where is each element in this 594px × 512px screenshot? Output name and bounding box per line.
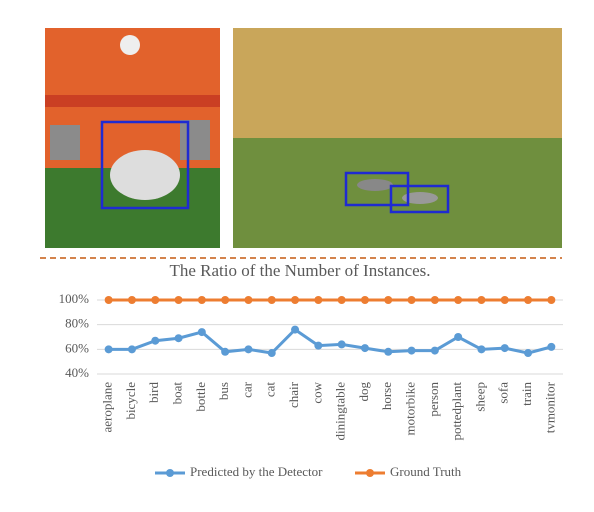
point: [174, 334, 183, 343]
x-tick-label: bird: [146, 382, 161, 403]
point: [384, 347, 393, 356]
point: [197, 296, 206, 304]
point: [477, 296, 486, 304]
x-tick-label: pottedplant: [449, 382, 464, 441]
photo-birds: [233, 28, 562, 248]
x-tick-label: diningtable: [333, 382, 348, 441]
x-tick-label: motorbike: [403, 382, 418, 436]
x-tick-label: chair: [286, 381, 301, 408]
point: [454, 296, 463, 304]
x-tick-label: aeroplane: [100, 382, 115, 433]
y-tick-label: 40%: [65, 365, 89, 380]
x-tick-label: horse: [379, 382, 394, 410]
photo-dog: [45, 28, 220, 248]
x-tick-label: train: [519, 382, 534, 406]
point: [524, 296, 533, 304]
x-tick-label: person: [426, 382, 441, 417]
x-tick-label: sofa: [496, 382, 511, 404]
point: [244, 296, 253, 304]
point: [500, 344, 509, 353]
point: [430, 296, 439, 304]
x-tick-label: bottle: [193, 382, 208, 412]
point: [500, 296, 509, 304]
x-tick-label: cat: [263, 382, 278, 398]
legend-marker: [366, 469, 374, 477]
point: [244, 345, 253, 354]
point: [221, 296, 230, 304]
point: [104, 296, 113, 304]
x-tick-label: dog: [356, 382, 371, 402]
y-tick-label: 100%: [59, 291, 90, 306]
legend-label: Predicted by the Detector: [190, 464, 323, 479]
legend-marker: [166, 469, 174, 477]
point: [547, 342, 556, 351]
point: [267, 296, 276, 304]
point: [547, 296, 556, 304]
point: [314, 296, 323, 304]
chart-title: The Ratio of the Number of Instances.: [169, 261, 430, 280]
point: [267, 349, 276, 358]
x-tick-label: sheep: [472, 382, 487, 412]
point: [104, 345, 113, 354]
point: [221, 347, 230, 356]
point: [430, 346, 439, 355]
x-tick-label: cow: [309, 381, 324, 403]
point: [151, 296, 160, 304]
point: [454, 333, 463, 341]
point: [127, 296, 136, 304]
point: [174, 296, 183, 304]
point: [524, 349, 533, 358]
point: [337, 340, 346, 349]
series-line: [108, 327, 552, 355]
point: [151, 336, 160, 345]
legend-label: Ground Truth: [390, 464, 462, 479]
x-tick-label: car: [239, 381, 254, 398]
point: [197, 328, 206, 337]
point: [291, 325, 300, 334]
point: [337, 296, 346, 304]
point: [384, 296, 393, 304]
point: [477, 345, 486, 354]
x-tick-label: boat: [170, 382, 185, 405]
x-tick-label: tvmonitor: [542, 381, 557, 433]
point: [127, 345, 136, 354]
x-tick-label: bus: [216, 382, 231, 400]
y-tick-label: 80%: [65, 316, 89, 331]
y-tick-label: 60%: [65, 340, 89, 355]
x-tick-label: bicycle: [123, 382, 138, 420]
point: [360, 296, 369, 304]
point: [314, 341, 323, 350]
point: [291, 296, 300, 304]
point: [407, 296, 416, 304]
point: [407, 346, 416, 355]
point: [360, 344, 369, 353]
